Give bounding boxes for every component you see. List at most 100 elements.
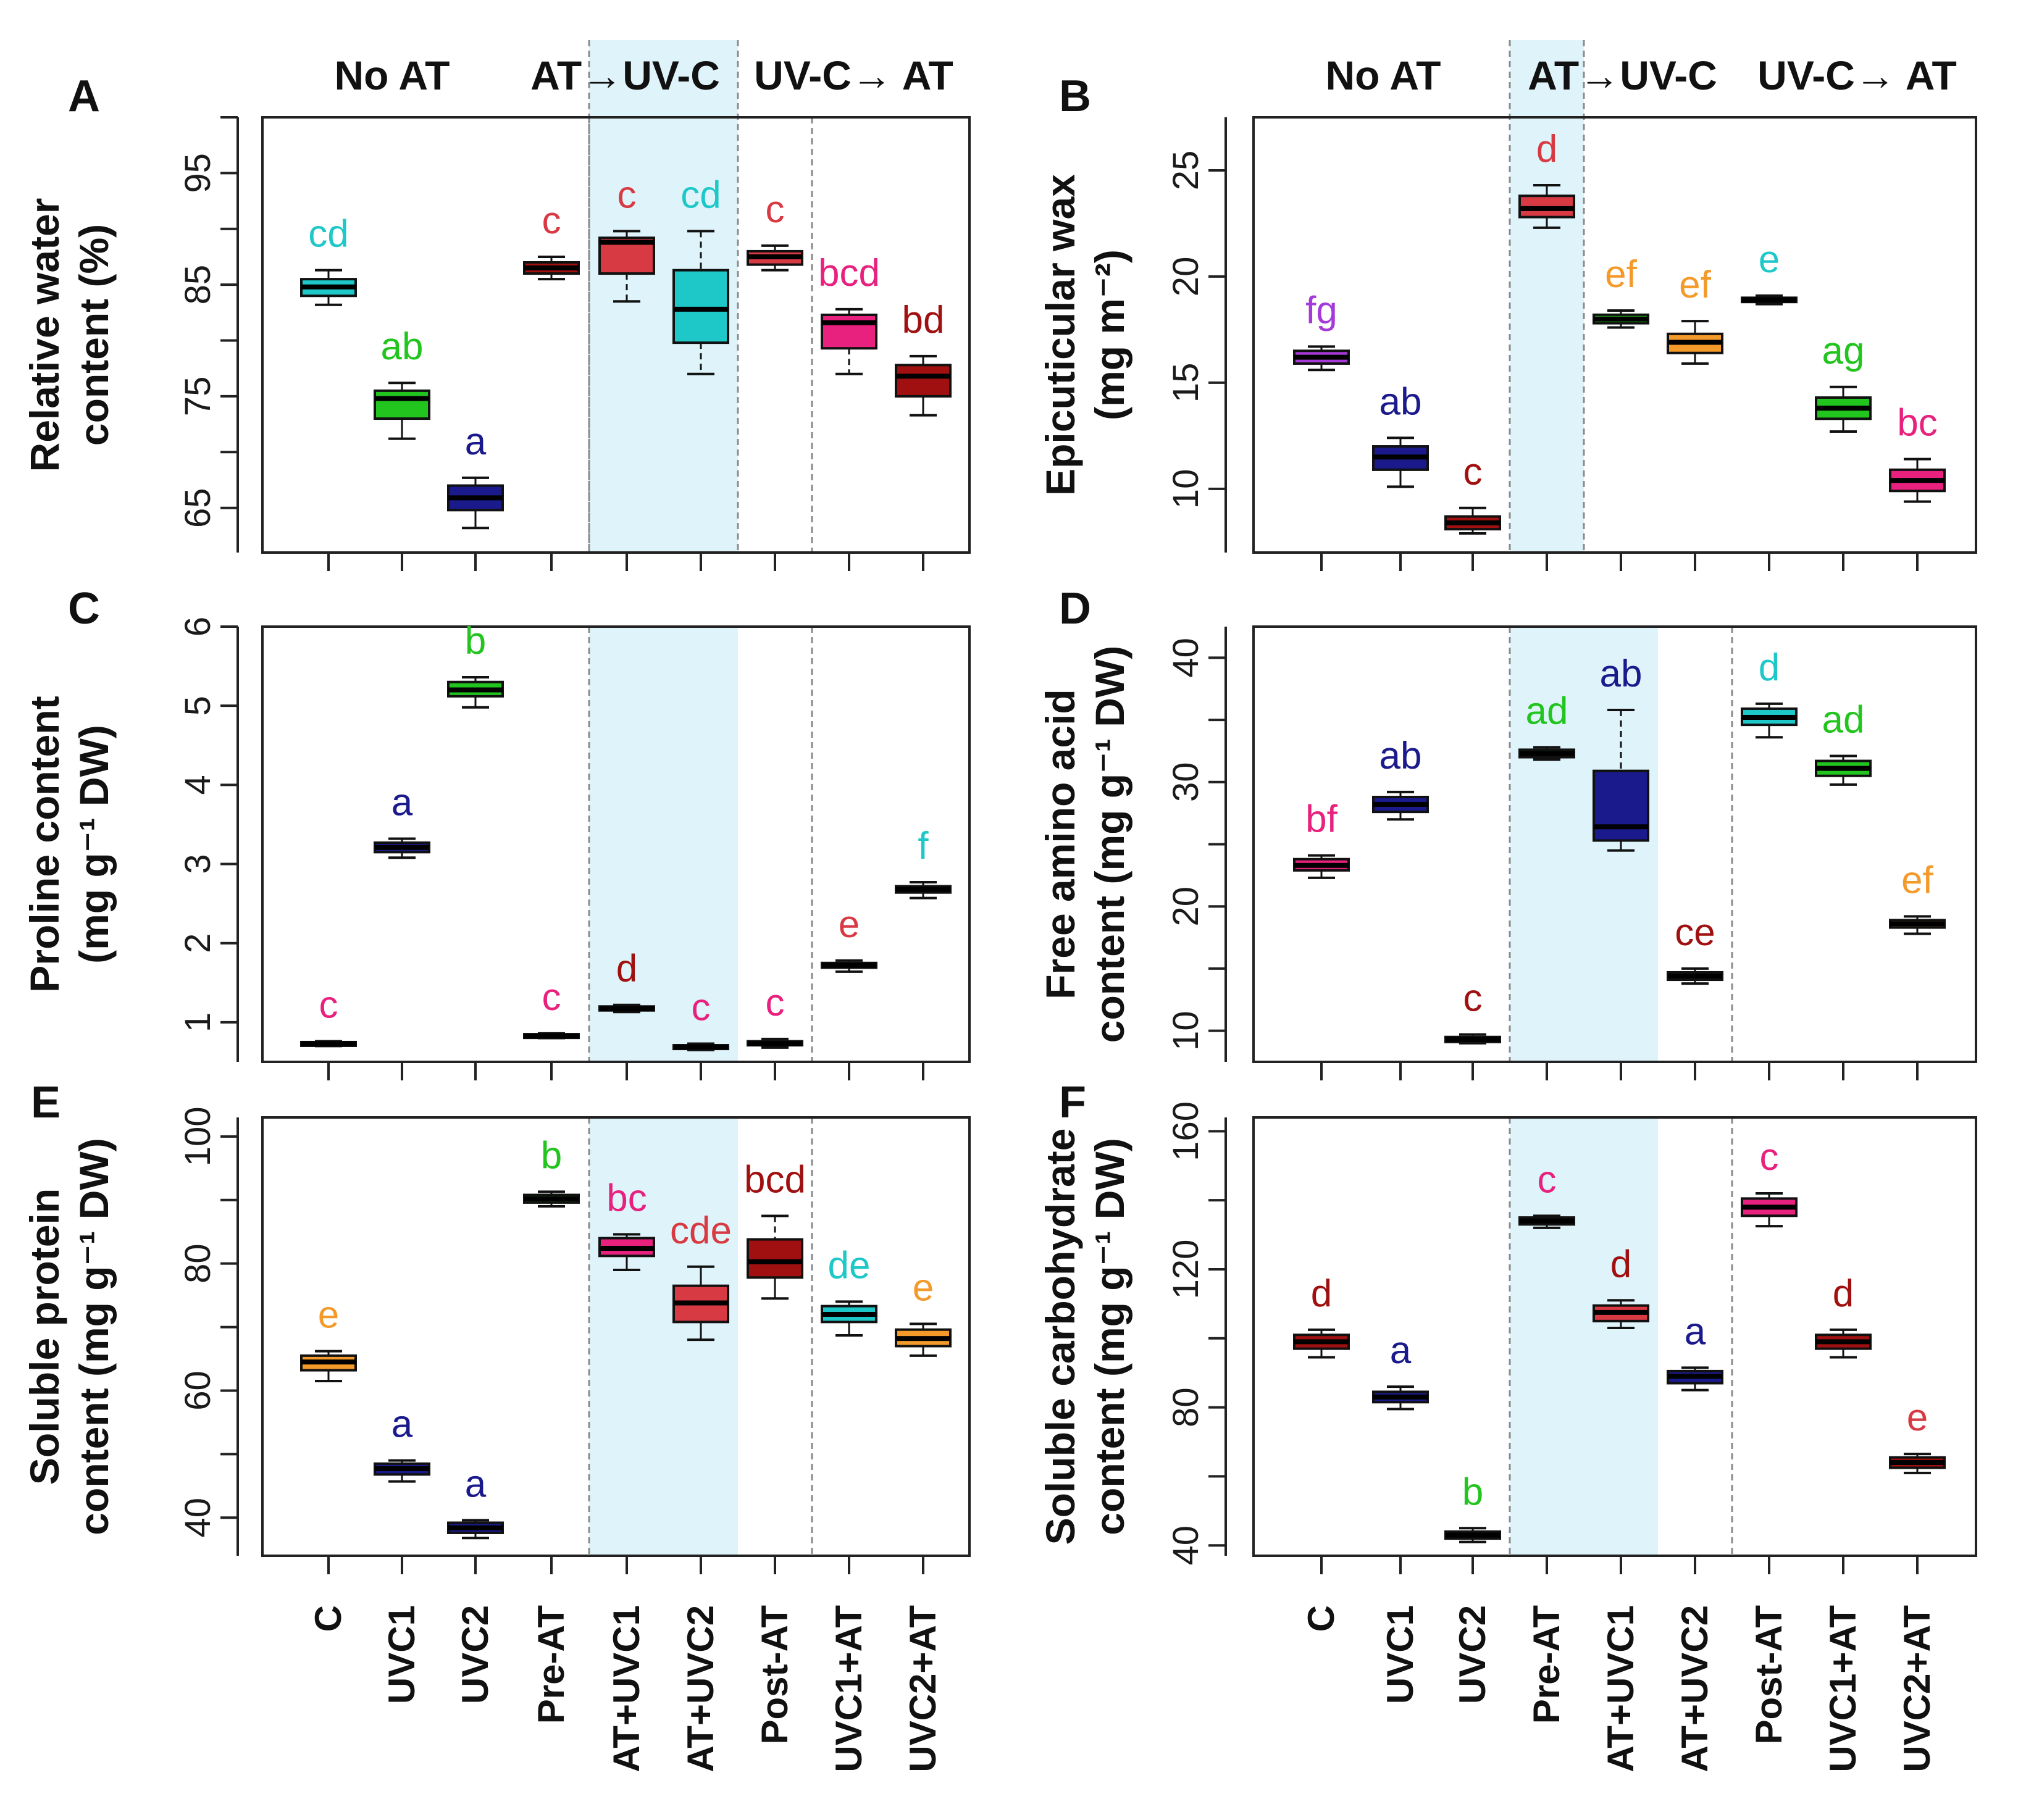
box-UVC2: b — [447, 620, 504, 709]
plot-frame — [1252, 116, 1977, 554]
box-Post-AT: c — [747, 188, 803, 272]
y-axis-title: Relative water — [22, 198, 67, 472]
significance-label: c — [766, 188, 785, 231]
group-header: UV-C→ AT — [754, 52, 953, 98]
box-Pre-AT: b — [523, 1134, 580, 1208]
box-Pre-AT: c — [1518, 1158, 1575, 1229]
shaded-region — [1510, 1117, 1658, 1556]
y-tick-label: 40 — [1166, 1526, 1206, 1566]
box-UVC1+AT: ag — [1815, 330, 1872, 433]
box-AT+UVC1: bc — [598, 1177, 655, 1271]
box-AT+UVC2: cde — [670, 1209, 732, 1342]
x-category-label: UVC1+AT — [1822, 1605, 1864, 1772]
shaded-region — [589, 1117, 738, 1556]
box-C: e — [300, 1294, 357, 1383]
significance-label: b — [1462, 1471, 1483, 1513]
y-axis-title: Proline content — [22, 696, 67, 992]
significance-label: cde — [670, 1209, 732, 1252]
significance-label: d — [1311, 1272, 1332, 1315]
group-header: AT→UV-C — [1528, 52, 1717, 98]
significance-label: a — [465, 1463, 487, 1505]
x-category-label: UVC1+AT — [828, 1605, 869, 1772]
box-C: c — [300, 984, 357, 1048]
significance-label: bc — [606, 1177, 647, 1219]
panel-B: 10 15 20 25 Epicuticular wax (mg m⁻²) B No AT AT… — [1037, 40, 1977, 571]
y-axis-title: (mg m⁻²) — [1087, 249, 1132, 420]
y-tick-label: 100 — [178, 1106, 218, 1166]
x-category-label: AT+UVC1 — [1600, 1605, 1641, 1772]
box-body — [672, 269, 729, 344]
y-tick-label: 2 — [178, 933, 218, 953]
y-tick-label: 3 — [178, 854, 218, 874]
significance-label: b — [465, 620, 486, 662]
significance-label: e — [913, 1266, 934, 1309]
panel-D: 10 20 30 40 Free amino acid content (mg g⁻¹ D… — [1037, 584, 1977, 1080]
shaded-region — [1510, 117, 1584, 553]
plot-frame — [261, 116, 971, 554]
box-C: d — [1293, 1272, 1350, 1359]
panel-A: 65 75 85 95 Relative water content (%) A No AT A… — [22, 40, 971, 571]
significance-label: c — [1760, 1136, 1779, 1179]
group-header: AT→UV-C — [530, 52, 720, 98]
significance-label: bcd — [818, 252, 880, 294]
box-AT+UVC1: ef — [1593, 253, 1649, 329]
box-C: bf — [1293, 798, 1350, 879]
box-AT+UVC1: d — [598, 948, 655, 1014]
panel-C: 1 2 3 4 5 6 Proline content (mg g⁻¹ DW) Cc a b c d c c… — [22, 584, 971, 1080]
y-tick-label: 160 — [1166, 1101, 1206, 1161]
y-axis-title: content (mg g⁻¹ DW) — [71, 1138, 117, 1535]
y-tick-label: 10 — [1166, 469, 1206, 509]
x-category-label: AT+UVC2 — [680, 1605, 721, 1772]
significance-label: bd — [902, 299, 945, 341]
x-category-label: Post-AT — [754, 1605, 795, 1745]
significance-label: c — [1538, 1158, 1557, 1201]
significance-label: ad — [1526, 690, 1568, 732]
y-tick-label: 10 — [1166, 1011, 1206, 1051]
box-UVC2+AT: ef — [1889, 859, 1946, 935]
box-AT+UVC2: cd — [672, 173, 729, 375]
significance-label: ab — [1379, 735, 1422, 777]
y-tick-label: 5 — [178, 696, 218, 716]
box-AT+UVC2: c — [672, 987, 729, 1051]
box-body — [374, 389, 430, 420]
box-body — [1593, 769, 1649, 842]
plot-frame — [261, 625, 971, 1063]
x-category-label: Pre-AT — [530, 1605, 572, 1724]
significance-label: c — [692, 987, 711, 1029]
box-UVC2+AT: e — [1889, 1396, 1946, 1474]
significance-label: c — [1463, 977, 1483, 1020]
box-UVC1: a — [374, 1403, 430, 1483]
y-tick-label: 75 — [178, 377, 218, 417]
significance-label: cd — [680, 173, 721, 216]
significance-label: bcd — [744, 1158, 806, 1201]
shaded-region — [1510, 627, 1658, 1062]
significance-label: cd — [308, 213, 348, 256]
panel-letter: F — [1059, 1078, 1086, 1127]
y-axis-title: Soluble carbohydrate — [1037, 1129, 1083, 1545]
significance-label: d — [1833, 1272, 1854, 1315]
significance-label: e — [839, 903, 860, 946]
significance-label: ab — [1600, 653, 1643, 695]
panel-letter: A — [68, 72, 100, 121]
box-body — [895, 364, 952, 398]
panel-letter: B — [1059, 72, 1091, 121]
x-category-label: C — [308, 1605, 349, 1632]
box-UVC1: ab — [1372, 380, 1429, 488]
y-tick-label: 120 — [1166, 1240, 1206, 1300]
box-UVC2: a — [447, 1463, 504, 1540]
y-tick-label: 30 — [1166, 762, 1206, 803]
x-category-label: Pre-AT — [1526, 1605, 1567, 1724]
significance-label: f — [918, 825, 929, 867]
significance-label: ad — [1822, 698, 1865, 741]
significance-label: a — [391, 782, 413, 824]
significance-label: a — [1390, 1329, 1412, 1372]
significance-label: d — [616, 948, 637, 990]
panel-letter: C — [68, 584, 100, 633]
significance-label: c — [542, 199, 561, 242]
group-header: No AT — [335, 52, 450, 98]
box-AT+UVC2: a — [1667, 1310, 1723, 1392]
box-Post-AT: bcd — [744, 1158, 806, 1300]
significance-label: de — [828, 1244, 871, 1287]
plot-frame — [1252, 1116, 1977, 1557]
significance-label: bc — [1897, 402, 1937, 445]
